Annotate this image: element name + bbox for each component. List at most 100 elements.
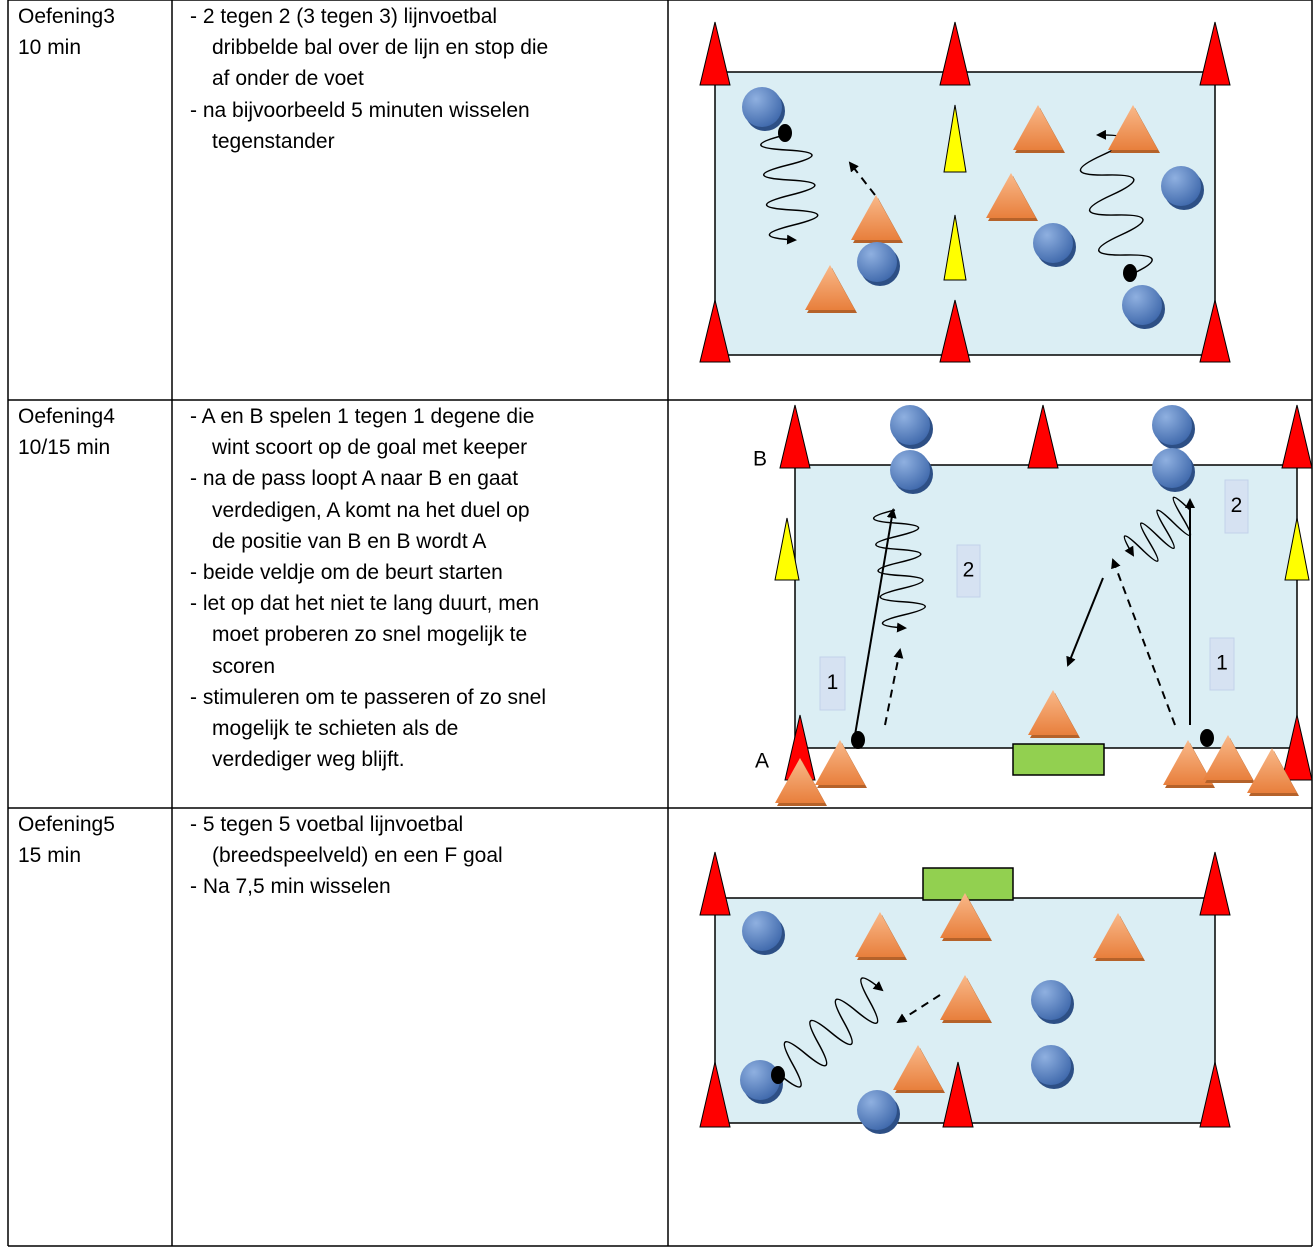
player-blue [857, 1090, 897, 1130]
cone [943, 214, 967, 281]
instruction-line: dribbelde bal over de lijn en stop die [212, 36, 549, 60]
arrow [848, 161, 876, 196]
instruction-line: - 2 tegen 2 (3 tegen 3) lijnvoetbal [190, 5, 498, 28]
cone [779, 404, 811, 469]
dribble [1123, 496, 1192, 562]
instruction-line: af onder de voet [212, 67, 364, 91]
player-orange [1093, 913, 1143, 958]
diagram-label: B [753, 448, 767, 471]
ball [851, 731, 865, 749]
player-blue [742, 911, 782, 951]
arrow [1066, 577, 1104, 667]
exercise-name: Oefening5 [18, 813, 115, 836]
instruction-line: verdedigen, A komt na het duel op [212, 498, 530, 522]
player-blue [890, 405, 930, 445]
cone [1199, 21, 1231, 86]
player-blue [740, 1060, 780, 1100]
exercise-duration: 10/15 min [18, 436, 111, 459]
cone [942, 1061, 974, 1128]
cone [699, 851, 731, 916]
label-box [956, 544, 981, 598]
instruction-line: tegenstander [212, 129, 335, 153]
player-orange [940, 893, 990, 938]
instruction-line: - na de pass loopt A naar B en gaat [190, 467, 519, 491]
player-orange [1108, 105, 1158, 150]
cone [1281, 404, 1313, 469]
label-box [1224, 479, 1249, 534]
player-blue [742, 87, 782, 127]
player-blue [1031, 1045, 1071, 1085]
exercise-name: Oefening3 [18, 5, 115, 28]
player-orange [1013, 105, 1063, 150]
diagram-label: 2 [1231, 494, 1243, 517]
diagram-label: 1 [1216, 652, 1228, 675]
ball [778, 124, 792, 142]
player-orange [855, 912, 905, 957]
ball [1200, 729, 1214, 747]
instruction-line: - beide veldje om de beurt starten [190, 561, 503, 584]
instruction-line: - stimuleren om te passeren of zo snel [190, 685, 546, 709]
cone [1281, 714, 1313, 781]
label-box [819, 656, 846, 711]
player-orange [805, 265, 855, 310]
instruction-line: - let op dat het niet te lang duurt, men [190, 592, 540, 616]
cone [699, 299, 731, 363]
player-orange [893, 1045, 943, 1090]
player-orange [1028, 690, 1078, 735]
cone [939, 299, 971, 363]
instruction-line: - na bijvoorbeeld 5 minuten wisselen [190, 98, 530, 122]
instruction-line: (breedspeelveld) en een F goal [212, 844, 503, 868]
player-blue [1152, 405, 1192, 445]
dribble [872, 509, 927, 633]
player-orange [1247, 748, 1297, 793]
arrow [854, 508, 897, 736]
instruction-line: wint scoort op de goal met keeper [212, 436, 528, 460]
label-box [1209, 637, 1235, 691]
player-blue [1122, 285, 1162, 325]
diagram-label: 1 [827, 671, 839, 694]
player-blue [1161, 166, 1201, 206]
player-orange [851, 195, 901, 240]
instruction-line: mogelijk te schieten als de [212, 717, 459, 740]
instruction-line: moet proberen zo snel mogelijk te [212, 623, 528, 647]
ball [771, 1066, 785, 1084]
player-blue [890, 450, 930, 490]
cone [1199, 1061, 1231, 1128]
goal [1012, 743, 1105, 776]
exercise-duration: 10 min [18, 36, 82, 59]
dribble [760, 134, 819, 245]
instruction-line: verdediger weg blijft. [212, 748, 405, 772]
instruction-line: - A en B spelen 1 tegen 1 degene die [190, 405, 535, 428]
diagram-label: 2 [963, 559, 975, 582]
instruction-line: de positie van B en B wordt A [212, 529, 487, 553]
player-blue [857, 242, 897, 282]
exercise-name: Oefening4 [18, 405, 115, 428]
arrow [1111, 558, 1176, 726]
cone [943, 104, 967, 173]
dribble [779, 977, 884, 1088]
goal [922, 867, 1014, 901]
player-orange [986, 173, 1036, 218]
arrow [884, 648, 904, 726]
cone [1284, 517, 1310, 581]
cone [939, 21, 971, 86]
instruction-line: - Na 7,5 min wisselen [190, 875, 391, 899]
exercise-duration: 15 min [18, 844, 82, 867]
player-orange [815, 740, 865, 785]
player-orange [775, 758, 825, 803]
dribble [1079, 129, 1153, 276]
instruction-line: - 5 tegen 5 voetbal lijnvoetbal [190, 813, 464, 836]
player-blue [1031, 980, 1071, 1020]
player-orange [1203, 735, 1253, 780]
player-orange [940, 975, 990, 1020]
cone [699, 1061, 731, 1128]
player-blue [1152, 448, 1192, 488]
ball [1123, 264, 1137, 282]
instruction-line: scoren [212, 654, 276, 678]
player-orange [1163, 740, 1213, 785]
cone [774, 517, 800, 581]
diagram-label: A [755, 750, 769, 773]
cone [1027, 404, 1059, 469]
